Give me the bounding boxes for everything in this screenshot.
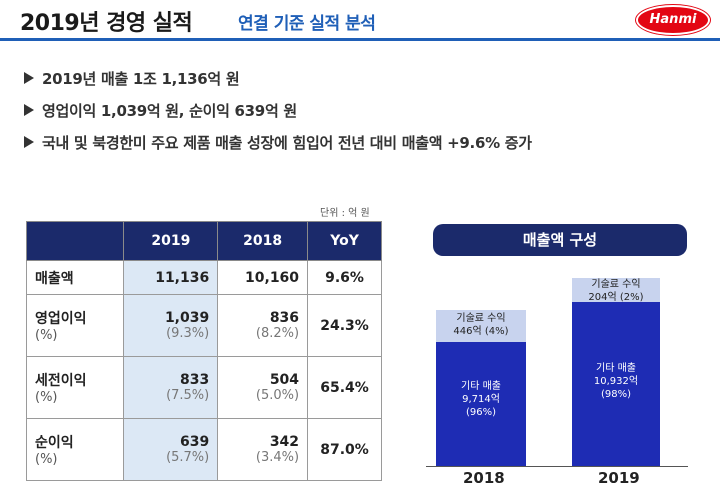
royalty-value: 446억 (4%) bbox=[453, 326, 509, 337]
bar-2019-other-segment: 기타 매출 10,932억 (98%) bbox=[572, 302, 660, 466]
value-2019: 11,136 bbox=[155, 269, 210, 286]
cell-yoy: 9.6% bbox=[307, 260, 382, 295]
triangle-bullet-icon bbox=[24, 103, 34, 116]
value-2019: 639 bbox=[180, 434, 210, 450]
row-label: 세전이익 (%) bbox=[25, 356, 125, 419]
table-header-2018: 2018 bbox=[217, 221, 309, 261]
triangle-bullet-icon bbox=[24, 135, 34, 148]
company-logo: Hanmi bbox=[636, 5, 710, 35]
cell-2019: 833 (7.5%) bbox=[123, 356, 219, 419]
cell-2018: 10,160 bbox=[217, 260, 309, 295]
margin-2018: (3.4%) bbox=[255, 450, 300, 465]
header-bar: 2019년 경영 실적 연결 기준 실적 분석 Hanmi bbox=[0, 0, 720, 40]
row-label: 매출액 bbox=[25, 260, 125, 295]
cell-2019: 639 (5.7%) bbox=[123, 418, 219, 481]
row-label-text: 매출액 bbox=[35, 270, 74, 287]
value-2019: 833 bbox=[180, 372, 210, 388]
royalty-value: 204억 (2%) bbox=[588, 292, 644, 303]
margin-2019: (9.3%) bbox=[166, 326, 210, 341]
triangle-bullet-icon bbox=[24, 71, 34, 84]
bullet-text: 영업이익 1,039억 원, 순이익 639억 원 bbox=[42, 102, 297, 120]
table-header-blank bbox=[25, 221, 125, 261]
header-divider bbox=[0, 38, 720, 41]
row-label-text: 영업이익 bbox=[35, 311, 87, 327]
table-header-2019: 2019 bbox=[123, 221, 219, 261]
bar-2019-royalty-segment: 기술료 수익 204억 (2%) bbox=[572, 278, 660, 303]
value-2018: 10,160 bbox=[245, 269, 300, 286]
value-2018: 342 bbox=[269, 434, 300, 450]
cell-yoy: 24.3% bbox=[307, 294, 382, 357]
table-row: 세전이익 (%) 833 (7.5%) 504 (5.0%) 65.4% bbox=[25, 356, 382, 419]
value-2019: 1,039 bbox=[164, 310, 210, 326]
page-subtitle: 연결 기준 실적 분석 bbox=[238, 14, 376, 34]
chart-baseline bbox=[426, 466, 688, 467]
logo-text: Hanmi bbox=[649, 12, 697, 27]
other-sales-label: 기타 매출 bbox=[596, 363, 636, 374]
margin-2018: (8.2%) bbox=[255, 326, 300, 341]
composition-title: 매출액 구성 bbox=[433, 224, 687, 256]
value-2018: 504 bbox=[269, 372, 300, 388]
page-title: 2019년 경영 실적 bbox=[20, 11, 193, 36]
row-sublabel: (%) bbox=[35, 390, 58, 405]
margin-2019: (7.5%) bbox=[166, 388, 210, 403]
bar-year-2018: 2018 bbox=[463, 469, 505, 487]
bullet-text: 2019년 매출 1조 1,136억 원 bbox=[42, 70, 240, 88]
cell-2018: 342 (3.4%) bbox=[217, 418, 309, 481]
performance-table: 2019 2018 YoY 매출액 11,136 10,160 9.6% 영업이… bbox=[25, 221, 382, 481]
row-label: 순이익 (%) bbox=[25, 418, 125, 481]
margin-2018: (5.0%) bbox=[255, 388, 300, 403]
table-row: 영업이익 (%) 1,039 (9.3%) 836 (8.2%) 24.3% bbox=[25, 294, 382, 357]
other-sales-share: (96%) bbox=[465, 407, 497, 418]
cell-yoy: 65.4% bbox=[307, 356, 382, 419]
row-label-text: 순이익 bbox=[35, 435, 74, 451]
other-sales-value: 10,932억 bbox=[593, 376, 639, 387]
cell-yoy: 87.0% bbox=[307, 418, 382, 481]
cell-2018: 504 (5.0%) bbox=[217, 356, 309, 419]
other-sales-value: 9,714억 bbox=[462, 394, 500, 405]
margin-2019: (5.7%) bbox=[166, 450, 210, 465]
row-label: 영업이익 (%) bbox=[25, 294, 125, 357]
value-2018: 836 bbox=[269, 310, 300, 326]
row-sublabel: (%) bbox=[35, 452, 58, 467]
bar-year-2019: 2019 bbox=[598, 469, 640, 487]
cell-2018: 836 (8.2%) bbox=[217, 294, 309, 357]
bullet-revenue: 2019년 매출 1조 1,136억 원 bbox=[24, 68, 240, 89]
other-sales-label: 기타 매출 bbox=[461, 381, 501, 392]
cell-2019: 1,039 (9.3%) bbox=[123, 294, 219, 357]
bullet-text: 국내 및 북경한미 주요 제품 매출 성장에 힘입어 전년 대비 매출액 +9.… bbox=[42, 134, 532, 152]
bar-2018-other-segment: 기타 매출 9,714억 (96%) bbox=[436, 342, 526, 466]
cell-2019: 11,136 bbox=[123, 260, 219, 295]
royalty-label: 기술료 수익 bbox=[591, 279, 641, 290]
row-label-text: 세전이익 bbox=[35, 373, 87, 389]
row-sublabel: (%) bbox=[35, 328, 58, 343]
other-sales-share: (98%) bbox=[600, 389, 632, 400]
table-row: 순이익 (%) 639 (5.7%) 342 (3.4%) 87.0% bbox=[25, 418, 382, 481]
table-header-row: 2019 2018 YoY bbox=[25, 221, 382, 261]
table-row: 매출액 11,136 10,160 9.6% bbox=[25, 260, 382, 295]
bullet-profit: 영업이익 1,039억 원, 순이익 639억 원 bbox=[24, 100, 297, 121]
bullet-growth: 국내 및 북경한미 주요 제품 매출 성장에 힘입어 전년 대비 매출액 +9.… bbox=[24, 132, 532, 153]
unit-label: 단위 : 억 원 bbox=[320, 208, 370, 219]
bar-2018-royalty-segment: 기술료 수익 446억 (4%) bbox=[436, 310, 526, 342]
table-header-yoy: YoY bbox=[307, 221, 382, 261]
royalty-label: 기술료 수익 bbox=[456, 313, 506, 324]
